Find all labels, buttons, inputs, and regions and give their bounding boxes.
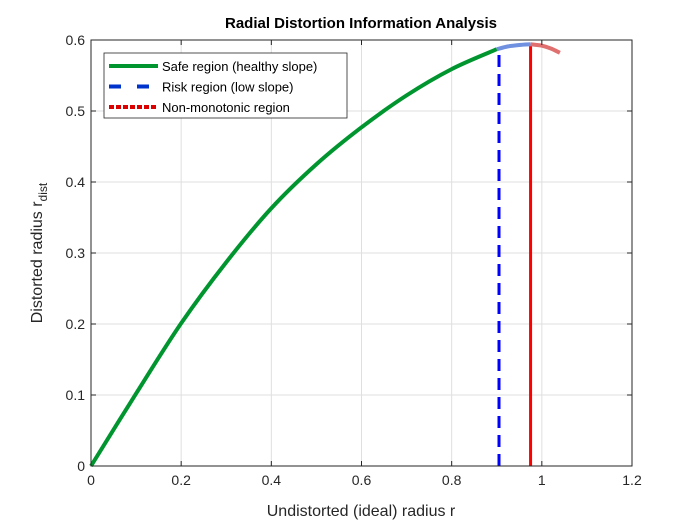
ticks: 0 0.2 0.4 0.6 0.8 1 1.2 0 0.1 0.2 0.3 0.4 0.5 0.6 — [66, 32, 642, 488]
x-axis-label: Undistorted (ideal) radius r — [267, 503, 456, 520]
y-tick-label: 0 — [77, 458, 85, 474]
x-tick-label: 1 — [538, 472, 546, 488]
y-axis-label-main: Distorted radius r — [29, 201, 46, 323]
series-line-1 — [496, 42, 531, 52]
legend: Safe region (healthy slope) Risk region (… — [103, 52, 348, 119]
y-tick-label: 0.2 — [66, 316, 86, 332]
legend-label: Non-monotonic region — [162, 100, 290, 115]
x-tick-label: 0 — [87, 472, 95, 488]
series-line-2 — [530, 42, 561, 55]
y-tick-label: 0.6 — [66, 32, 86, 48]
y-axis-label: Distorted radius rdist — [29, 182, 50, 323]
y-axis-label-subscript: dist — [36, 182, 50, 201]
x-tick-label: 0.4 — [262, 472, 282, 488]
y-tick-label: 0.3 — [66, 245, 86, 261]
plot-marks — [89, 42, 561, 468]
series-line-0 — [89, 47, 498, 468]
x-tick-label: 0.6 — [352, 472, 372, 488]
y-tick-label: 0.1 — [66, 387, 86, 403]
chart-title: Radial Distortion Information Analysis — [225, 15, 497, 32]
legend-label: Safe region (healthy slope) — [162, 59, 317, 74]
x-tick-label: 1.2 — [622, 472, 642, 488]
legend-label: Risk region (low slope) — [162, 80, 294, 95]
x-tick-label: 0.2 — [171, 472, 191, 488]
y-tick-label: 0.5 — [66, 103, 86, 119]
y-tick-label: 0.4 — [66, 174, 86, 190]
x-tick-label: 0.8 — [442, 472, 462, 488]
